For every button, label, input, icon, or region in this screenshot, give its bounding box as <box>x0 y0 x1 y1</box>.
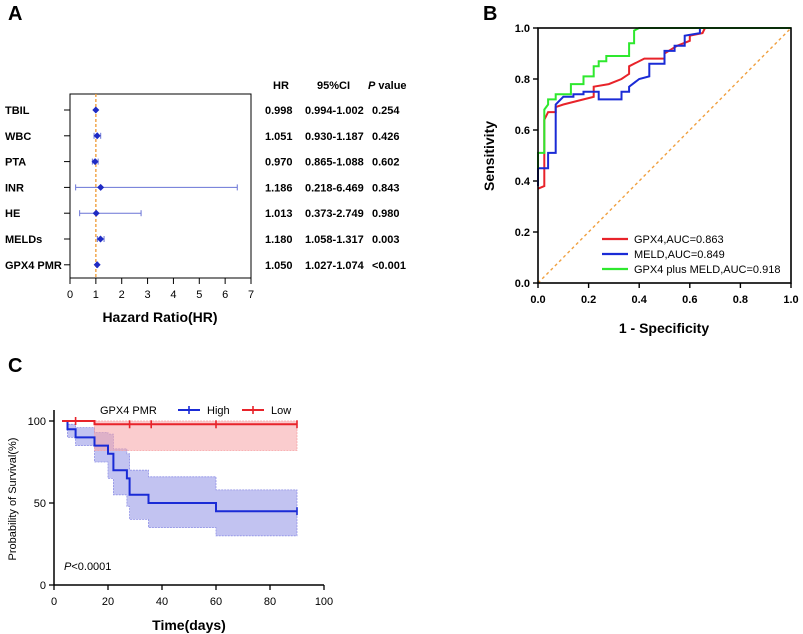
forest-point <box>92 209 100 217</box>
forest-hr-value: 0.998 <box>265 105 293 117</box>
roc-curve <box>537 27 791 169</box>
roc-y-label: Sensitivity <box>481 121 497 191</box>
roc-x-tick-label: 0.2 <box>581 294 596 306</box>
forest-hr-value: 1.180 <box>265 234 293 246</box>
forest-p-value: 0.426 <box>372 131 400 143</box>
col-header-ci: 95%CI <box>317 80 350 92</box>
forest-ci-value: 0.218-6.469 <box>305 182 364 194</box>
km-x-tick-label: 80 <box>264 596 276 608</box>
forest-row-label: PTA <box>5 157 26 169</box>
forest-ci-value: 0.994-1.002 <box>305 105 364 117</box>
forest-ci-value: 1.027-1.074 <box>305 260 365 272</box>
forest-x-tick-label: 7 <box>248 289 254 301</box>
forest-x-tick-label: 3 <box>145 289 151 301</box>
roc-y-tick-label: 0.2 <box>515 227 530 239</box>
roc-plot-frame <box>537 27 792 284</box>
roc-x-tick-label: 1.0 <box>783 294 798 306</box>
forest-row-label: MELDs <box>5 234 42 246</box>
roc-curve <box>537 27 791 187</box>
km-legend-label: High <box>207 405 230 417</box>
km-p-annotation: P<0.0001 <box>64 561 111 573</box>
forest-plot-frame <box>69 93 252 279</box>
forest-plot: TBIL 0.998 0.994-1.002 0.254 WBC 1.051 0.930-1… <box>5 80 407 325</box>
roc-y-tick-label: 0.0 <box>515 278 530 290</box>
forest-row-label: WBC <box>5 131 31 143</box>
forest-point <box>97 183 105 191</box>
forest-x-tick-label: 2 <box>119 289 125 301</box>
km-y-tick-label: 100 <box>28 416 46 428</box>
roc-y-tick-label: 1.0 <box>515 23 530 35</box>
km-x-tick-label: 60 <box>210 596 222 608</box>
forest-x-tick-label: 6 <box>222 289 228 301</box>
forest-p-value: 0.003 <box>372 234 400 246</box>
roc-x-tick-label: 0.6 <box>682 294 697 306</box>
km-y-tick-label: 50 <box>34 498 46 510</box>
forest-hr-value: 1.013 <box>265 208 293 220</box>
forest-row-label: GPX4 PMR <box>5 260 62 272</box>
km-legend-title: GPX4 PMR <box>100 405 157 417</box>
km-x-tick-label: 0 <box>51 596 57 608</box>
panel-letter-b: B <box>483 3 497 25</box>
forest-point <box>92 106 100 114</box>
km-legend-label: Low <box>271 405 291 417</box>
forest-point <box>97 235 105 243</box>
forest-ci-value: 0.373-2.749 <box>305 208 364 220</box>
forest-p-value: 0.254 <box>372 105 400 117</box>
forest-row-label: HE <box>5 208 20 220</box>
col-header-p: P value <box>368 80 407 92</box>
forest-x-tick-label: 4 <box>170 289 176 301</box>
km-x-tick-label: 20 <box>102 596 114 608</box>
forest-point <box>93 261 101 269</box>
km-survival-curve <box>62 420 297 513</box>
roc-y-tick-label: 0.8 <box>515 74 530 86</box>
forest-p-value: 0.602 <box>372 157 400 169</box>
km-y-tick-label: 0 <box>40 580 46 592</box>
roc-legend-label: MELD,AUC=0.849 <box>634 249 725 261</box>
forest-x-tick-label: 5 <box>196 289 202 301</box>
forest-row-label: TBIL <box>5 105 30 117</box>
forest-point <box>91 158 99 166</box>
km-survival-curve <box>62 420 297 426</box>
km-x-tick-label: 100 <box>315 596 333 608</box>
km-x-label: Time(days) <box>152 617 226 633</box>
roc-plot: 0.0 0.2 0.4 0.6 0.8 1.0 0.0 0.2 0.4 0.6 0.8 1.0 GPX… <box>481 23 799 336</box>
forest-p-value: <0.001 <box>372 260 406 272</box>
panel-letter-c: C <box>8 355 22 377</box>
roc-x-tick-label: 0.0 <box>530 294 545 306</box>
forest-x-tick-label: 1 <box>93 289 99 301</box>
forest-row-label: INR <box>5 182 24 194</box>
survival-plot: 0 20 40 60 80 100 0 50 100 GPX4 PMR High Low P<0.0… <box>7 405 333 633</box>
forest-ci-value: 1.058-1.317 <box>305 234 364 246</box>
col-header-hr: HR <box>273 80 289 92</box>
roc-x-tick-label: 0.8 <box>733 294 748 306</box>
km-x-tick-label: 40 <box>156 596 168 608</box>
forest-ci-value: 0.865-1.088 <box>305 157 364 169</box>
forest-point <box>93 132 101 140</box>
roc-y-tick-label: 0.6 <box>515 125 530 137</box>
roc-legend-label: GPX4 plus MELD,AUC=0.918 <box>634 264 780 276</box>
forest-hr-value: 1.186 <box>265 182 293 194</box>
roc-legend-label: GPX4,AUC=0.863 <box>634 234 724 246</box>
roc-curve <box>537 27 791 190</box>
forest-hr-value: 0.970 <box>265 157 293 169</box>
panel-letter-a: A <box>8 3 22 25</box>
forest-x-label: Hazard Ratio(HR) <box>102 309 217 325</box>
forest-hr-value: 1.051 <box>265 131 293 143</box>
roc-x-tick-label: 0.4 <box>632 294 648 306</box>
forest-p-value: 0.980 <box>372 208 400 220</box>
forest-ci-value: 0.930-1.187 <box>305 131 364 143</box>
roc-y-tick-label: 0.4 <box>515 176 531 188</box>
roc-x-label: 1 - Specificity <box>619 320 709 336</box>
forest-p-value: 0.843 <box>372 182 400 194</box>
forest-x-tick-label: 0 <box>67 289 73 301</box>
forest-hr-value: 1.050 <box>265 260 293 272</box>
km-y-label: Probability of Survival(%) <box>7 438 19 561</box>
